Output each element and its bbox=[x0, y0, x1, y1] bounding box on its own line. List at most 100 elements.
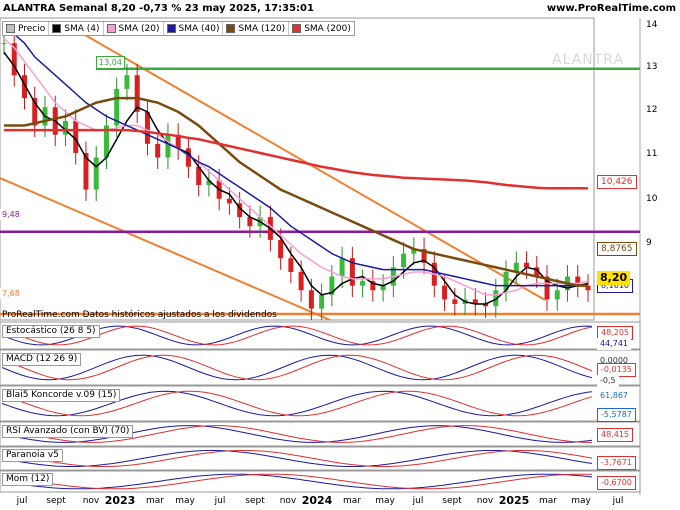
indicator-signal-line bbox=[1, 450, 593, 467]
candle-body bbox=[360, 281, 366, 286]
series-line-sma-4- bbox=[3, 51, 589, 305]
candle-body bbox=[411, 249, 417, 254]
x-tick-label: nov bbox=[476, 496, 494, 506]
x-tick-label: sept bbox=[442, 496, 462, 506]
x-tick-label: jul bbox=[412, 496, 424, 506]
x-tick-label: jul bbox=[612, 496, 624, 506]
panel-title-macd[interactable]: MACD (12 26 9) bbox=[2, 353, 82, 366]
x-tick-label: may bbox=[175, 496, 195, 506]
indicator-line bbox=[1, 450, 593, 467]
stoch-value-2: 44,741 bbox=[597, 338, 631, 350]
candle-body bbox=[308, 290, 314, 309]
level-label-mid[interactable]: 9,48 bbox=[0, 209, 22, 220]
indicator-signal-line bbox=[1, 425, 592, 443]
panel-title-paranoia[interactable]: Paranoia v5 bbox=[2, 449, 63, 462]
x-tick-label: 2024 bbox=[301, 494, 333, 507]
watermark: ALANTRA bbox=[552, 52, 625, 68]
panel-title-rsi[interactable]: RSI Avanzado (con BV) (70) bbox=[2, 425, 134, 438]
candle-body bbox=[247, 217, 253, 227]
indicator-panel-frame bbox=[0, 470, 641, 493]
candle-body bbox=[524, 262, 530, 268]
candle-body bbox=[32, 98, 38, 126]
candle-body bbox=[175, 134, 181, 149]
candle-body bbox=[278, 239, 284, 259]
candle-body bbox=[585, 285, 591, 291]
y-tick: 11 bbox=[646, 149, 658, 159]
legend-swatch bbox=[292, 24, 302, 33]
series-line-sma-40- bbox=[3, 24, 588, 287]
candle-body bbox=[472, 299, 478, 304]
rsi-value: 48,415 bbox=[597, 428, 633, 442]
level-label-top[interactable]: 13,04 bbox=[96, 56, 125, 69]
x-tick-label: nov bbox=[82, 496, 100, 506]
x-tick-label: mar bbox=[343, 496, 361, 506]
x-tick-label: sept bbox=[245, 496, 265, 506]
legend-swatch bbox=[106, 24, 116, 33]
candle-body bbox=[237, 203, 243, 218]
legend-label: Precio bbox=[18, 23, 46, 34]
candle-body bbox=[339, 258, 345, 277]
candle-body bbox=[288, 258, 294, 272]
x-tick-label: may bbox=[571, 496, 591, 506]
candle-body bbox=[513, 262, 519, 272]
sma120-value-label: 8,8765 bbox=[597, 242, 637, 256]
legend-label: SMA (4) bbox=[64, 23, 100, 34]
candle-body bbox=[165, 134, 171, 158]
mom-value: -0,6700 bbox=[597, 476, 636, 490]
candle-body bbox=[483, 303, 489, 307]
macd-value-3: -0,5 bbox=[597, 375, 619, 387]
paranoia-value: -3,7671 bbox=[597, 456, 636, 470]
koncorde-value-1: 61,867 bbox=[597, 390, 631, 402]
y-tick: 9 bbox=[646, 238, 652, 248]
candle-body bbox=[544, 276, 550, 300]
series-line-sma-200- bbox=[4, 128, 589, 190]
legend-item-sma200[interactable]: SMA (200) bbox=[289, 22, 354, 35]
legend-item-sma4[interactable]: SMA (4) bbox=[49, 22, 104, 35]
level-label-low[interactable]: 7,68 bbox=[0, 288, 22, 299]
site-link[interactable]: www.ProRealTime.com bbox=[546, 3, 676, 14]
candle-body bbox=[134, 75, 140, 112]
candle-body bbox=[155, 143, 161, 158]
legend-label: SMA (20) bbox=[118, 23, 160, 34]
indicator-signal-line bbox=[1, 354, 593, 381]
indicator-panel-frame bbox=[0, 446, 641, 471]
x-tick-label: jul bbox=[214, 496, 226, 506]
indicator-signal-line bbox=[1, 473, 593, 490]
candle-body bbox=[196, 166, 202, 186]
indicator-line bbox=[1, 354, 593, 381]
candle-body bbox=[370, 281, 376, 291]
legend-item-sma40[interactable]: SMA (40) bbox=[164, 22, 224, 35]
chart-title: ALANTRA Semanal 8,20 -0,73 % 23 may 2025… bbox=[3, 3, 314, 14]
legend-item-sma20[interactable]: SMA (20) bbox=[104, 22, 164, 35]
legend-item-sma120[interactable]: SMA (120) bbox=[223, 22, 290, 35]
legend-item-precio[interactable]: Precio bbox=[3, 22, 50, 35]
x-tick-label: 2023 bbox=[104, 494, 136, 507]
candle-body bbox=[62, 120, 68, 135]
indicator-legend: Precio SMA (4) SMA (20) SMA (40) SMA (12… bbox=[2, 21, 355, 36]
candle-body bbox=[329, 276, 335, 295]
candle-body bbox=[73, 120, 79, 153]
candle-body bbox=[442, 285, 448, 300]
legend-swatch bbox=[52, 24, 62, 33]
trendline-upper bbox=[84, 34, 546, 301]
candle-body bbox=[503, 271, 509, 291]
current-price-badge: 8,20 bbox=[597, 271, 631, 285]
source-note: ProRealTime.com Datos históricos ajustad… bbox=[2, 310, 277, 320]
candle-body bbox=[144, 111, 150, 144]
candle-body bbox=[93, 157, 99, 190]
candle-body bbox=[401, 253, 407, 268]
x-tick-label: nov bbox=[279, 496, 297, 506]
indicator-signal-line bbox=[1, 325, 593, 346]
candle-body bbox=[380, 285, 386, 291]
candle-body bbox=[124, 75, 130, 89]
x-tick-label: sept bbox=[46, 496, 66, 506]
panel-title-koncorde[interactable]: Blai5 Koncorde v.09 (15) bbox=[2, 389, 121, 402]
candle-body bbox=[21, 75, 27, 99]
candle-body bbox=[11, 43, 17, 76]
candle-body bbox=[298, 271, 304, 291]
panel-title-stochastic[interactable]: Estocástico (26 8 5) bbox=[2, 325, 100, 338]
legend-label: SMA (120) bbox=[238, 23, 286, 34]
panel-title-mom[interactable]: Mom (12) bbox=[2, 473, 54, 486]
candle-body bbox=[185, 148, 191, 167]
